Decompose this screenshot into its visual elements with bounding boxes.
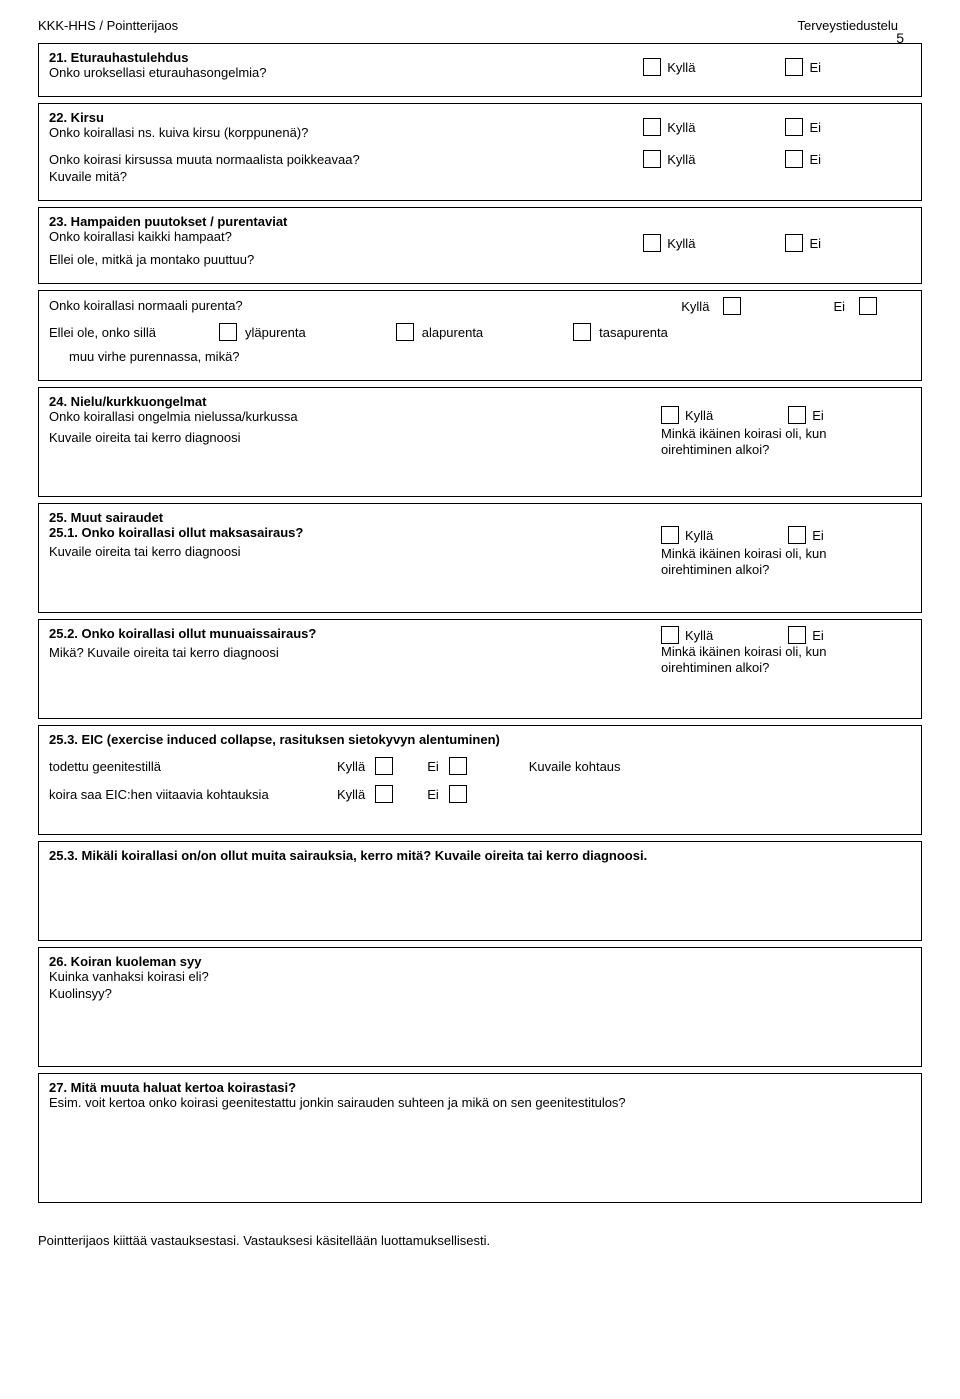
q21-no-checkbox[interactable]: [785, 58, 803, 76]
yes-label: Kyllä: [667, 120, 695, 135]
section-q22: 22. Kirsu Onko koirallasi ns. kuiva kirs…: [38, 103, 922, 201]
yes-label: Kyllä: [337, 787, 365, 802]
q253b-title: 25.3. Mikäli koirallasi on/on ollut muit…: [49, 848, 911, 863]
q251-age-note: Minkä ikäinen koirasi oli, kun oirehtimi…: [661, 546, 851, 577]
q23-bite-q: Onko koirallasi normaali purenta?: [49, 298, 243, 313]
no-label: Ei: [812, 628, 824, 643]
q23-bite-yes-checkbox[interactable]: [723, 297, 741, 315]
q23-yes-checkbox[interactable]: [643, 234, 661, 252]
section-q252: 25.2. Onko koirallasi ollut munuaissaira…: [38, 619, 922, 719]
no-label: Ei: [809, 236, 821, 251]
q253-row1-label: todettu geenitestillä: [49, 759, 309, 774]
q253-row2-label: koira saa EIC:hen viitaavia kohtauksia: [49, 787, 309, 802]
header-left: KKK-HHS / Pointterijaos: [38, 18, 178, 33]
no-label: Ei: [812, 408, 824, 423]
q24-yes-checkbox[interactable]: [661, 406, 679, 424]
q23-opt3-checkbox[interactable]: [573, 323, 591, 341]
q22b-yes-checkbox[interactable]: [643, 150, 661, 168]
yes-label: Kyllä: [685, 528, 713, 543]
yes-label: Kyllä: [685, 628, 713, 643]
section-q23-bite: Onko koirallasi normaali purenta? Kyllä …: [38, 290, 922, 381]
q26-text2: Kuolinsyy?: [49, 986, 911, 1001]
q23-bite-other: muu virhe purennassa, mikä?: [69, 349, 911, 364]
page-header: KKK-HHS / Pointterijaos Terveystiedustel…: [38, 18, 922, 33]
section-q253: 25.3. EIC (exercise induced collapse, ra…: [38, 725, 922, 835]
q253-row1-extra: Kuvaile kohtaus: [529, 759, 621, 774]
yes-label: Kyllä: [337, 759, 365, 774]
no-label: Ei: [812, 528, 824, 543]
yes-label: Kyllä: [667, 60, 695, 75]
q253-title: 25.3. EIC (exercise induced collapse, ra…: [49, 732, 569, 747]
q23-opt2-checkbox[interactable]: [396, 323, 414, 341]
no-label: Ei: [809, 120, 821, 135]
q22-text3: Kuvaile mitä?: [49, 169, 911, 184]
yes-label: Kyllä: [667, 152, 695, 167]
q252-no-checkbox[interactable]: [788, 626, 806, 644]
section-q21: 21. Eturauhastulehdus Onko uroksellasi e…: [38, 43, 922, 97]
no-label: Ei: [809, 60, 821, 75]
q23-text2: Ellei ole, mitkä ja montako puuttuu?: [49, 252, 911, 267]
yes-label: Kyllä: [681, 299, 709, 314]
q23-bite-no-checkbox[interactable]: [859, 297, 877, 315]
section-q23: 23. Hampaiden puutokset / purentaviat On…: [38, 207, 922, 284]
section-q253b: 25.3. Mikäli koirallasi on/on ollut muit…: [38, 841, 922, 941]
q22a-yes-checkbox[interactable]: [643, 118, 661, 136]
q253-r1-no-checkbox[interactable]: [449, 757, 467, 775]
no-label: Ei: [427, 787, 439, 802]
q253-r1-yes-checkbox[interactable]: [375, 757, 393, 775]
q253-r2-no-checkbox[interactable]: [449, 785, 467, 803]
footer-text: Pointterijaos kiittää vastauksestasi. Va…: [38, 1233, 922, 1248]
q26-title: 26. Koiran kuoleman syy: [49, 954, 911, 969]
no-label: Ei: [809, 152, 821, 167]
q23-opt2-label: alapurenta: [422, 325, 483, 340]
q251-no-checkbox[interactable]: [788, 526, 806, 544]
q251-yes-checkbox[interactable]: [661, 526, 679, 544]
q26-text1: Kuinka vanhaksi koirasi eli?: [49, 969, 911, 984]
q27-text: Esim. voit kertoa onko koirasi geenitest…: [49, 1095, 911, 1110]
q253-r2-yes-checkbox[interactable]: [375, 785, 393, 803]
q24-no-checkbox[interactable]: [788, 406, 806, 424]
q21-yes-checkbox[interactable]: [643, 58, 661, 76]
q22b-no-checkbox[interactable]: [785, 150, 803, 168]
yes-label: Kyllä: [667, 236, 695, 251]
q23-title: 23. Hampaiden puutokset / purentaviat: [49, 214, 911, 229]
section-q27: 27. Mitä muuta haluat kertoa koirastasi?…: [38, 1073, 922, 1203]
q23-bite-if: Ellei ole, onko sillä: [49, 325, 219, 340]
yes-label: Kyllä: [685, 408, 713, 423]
q22a-no-checkbox[interactable]: [785, 118, 803, 136]
q23-opt1-label: yläpurenta: [245, 325, 306, 340]
no-label: Ei: [833, 299, 845, 314]
section-q251: 25. Muut sairaudet 25.1. Onko koirallasi…: [38, 503, 922, 613]
section-q26: 26. Koiran kuoleman syy Kuinka vanhaksi …: [38, 947, 922, 1067]
q24-age-note: Minkä ikäinen koirasi oli, kun oirehtimi…: [661, 426, 851, 457]
q23-opt3-label: tasapurenta: [599, 325, 668, 340]
q252-age-note: Minkä ikäinen koirasi oli, kun oirehtimi…: [661, 644, 851, 675]
header-right: Terveystiedustelu: [798, 18, 898, 33]
section-q24: 24. Nielu/kurkkuongelmat Onko koirallasi…: [38, 387, 922, 497]
q23-opt1-checkbox[interactable]: [219, 323, 237, 341]
no-label: Ei: [427, 759, 439, 774]
q23-no-checkbox[interactable]: [785, 234, 803, 252]
q27-title: 27. Mitä muuta haluat kertoa koirastasi?: [49, 1080, 911, 1095]
q252-yes-checkbox[interactable]: [661, 626, 679, 644]
